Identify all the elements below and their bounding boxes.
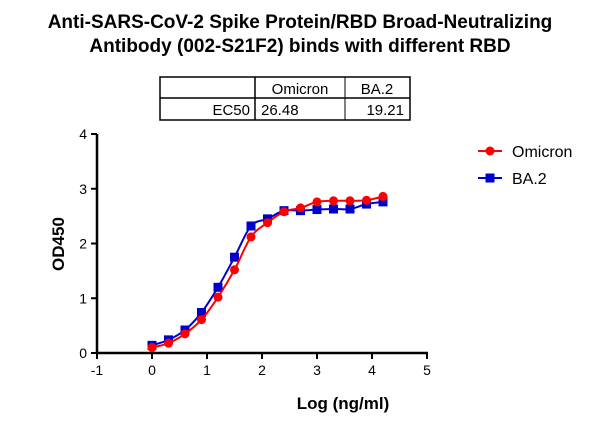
data-point-omicron <box>263 218 272 228</box>
x-tick-label: 3 <box>313 362 321 378</box>
table-value-omicron: 26.48 <box>261 102 299 119</box>
y-tick-label: 1 <box>79 290 87 306</box>
table-row-label: EC50 <box>212 102 250 119</box>
data-point-omicron <box>296 203 305 213</box>
chart-title-line-1: Anti-SARS-CoV-2 Spike Protein/RBD Broad-… <box>47 12 553 33</box>
data-point-omicron <box>197 315 206 325</box>
y-tick-label: 4 <box>79 126 87 142</box>
data-point-omicron <box>279 207 289 217</box>
legend-label-omicron: Omicron <box>512 144 572 161</box>
data-point-ba-2 <box>213 282 223 292</box>
x-tick-label: 5 <box>423 362 431 378</box>
data-point-ba-2 <box>378 197 388 207</box>
data-point-omicron <box>345 196 355 206</box>
data-point-omicron <box>378 191 388 201</box>
data-point-omicron <box>213 292 223 302</box>
data-point-ba-2 <box>329 204 338 214</box>
legend-marker-omicron <box>485 146 495 156</box>
x-tick-label: 4 <box>368 362 376 378</box>
x-tick-label: -1 <box>91 362 104 378</box>
series-omicron <box>147 191 388 353</box>
legend: Omicron BA.2 <box>478 144 572 188</box>
y-tick-label: 3 <box>79 181 87 197</box>
table-header-ba2: BA.2 <box>361 81 394 98</box>
y-axis-label: OD450 <box>49 217 68 271</box>
table-header-omicron: Omicron <box>272 81 329 98</box>
data-point-omicron <box>164 338 173 348</box>
x-tick-label: 1 <box>203 362 211 378</box>
data-point-omicron <box>362 195 371 205</box>
chart-title-line-2: Antibody (002-S21F2) binds with differen… <box>89 36 511 57</box>
legend-label-ba-2: BA.2 <box>512 171 547 188</box>
ec50-table: Omicron BA.2 EC50 26.48 19.21 <box>159 76 411 121</box>
series-layer <box>147 191 388 353</box>
table-value-ba2: 19.21 <box>366 102 404 119</box>
data-point-omicron <box>180 329 190 339</box>
x-tick-label: 0 <box>148 362 156 378</box>
x-tick-label: 2 <box>258 362 266 378</box>
y-tick-label: 2 <box>79 236 87 252</box>
data-point-omicron <box>246 232 256 242</box>
data-point-ba-2 <box>345 204 355 214</box>
data-point-ba-2 <box>230 252 239 262</box>
data-point-omicron <box>329 196 338 206</box>
legend-marker-ba-2 <box>485 173 495 183</box>
data-point-omicron <box>312 197 322 207</box>
data-point-ba-2 <box>312 205 322 215</box>
data-point-omicron <box>147 343 157 353</box>
x-axis-label: Log (ng/ml) <box>297 394 390 413</box>
data-point-ba-2 <box>246 221 256 231</box>
y-tick-label: 0 <box>79 345 87 361</box>
data-point-omicron <box>230 265 239 275</box>
data-point-ba-2 <box>197 307 206 317</box>
